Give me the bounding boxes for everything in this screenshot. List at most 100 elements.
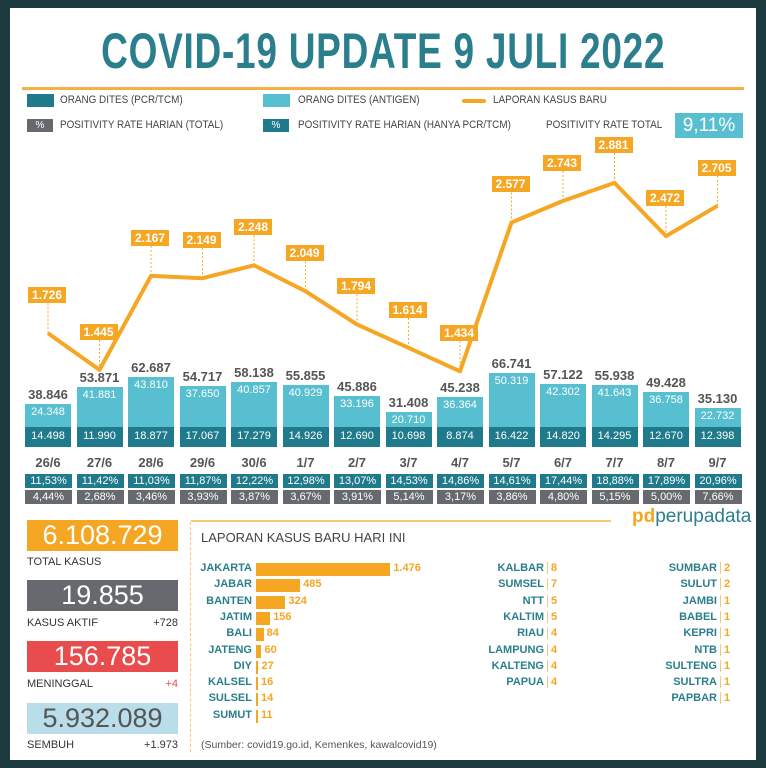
bar-pcr [231, 427, 277, 447]
province-name: SUMSEL [498, 578, 544, 591]
logo: pdperupadata [632, 506, 751, 528]
province-value: 1 [720, 643, 730, 656]
province-value: 2 [720, 578, 730, 591]
province-value: 27 [261, 659, 274, 672]
legend-pr-pcr-swatch: % [263, 119, 289, 132]
positivity-pcr: 14,86% [437, 474, 484, 488]
date-label: 8/7 [656, 455, 676, 470]
province-name: KALSEL [208, 676, 252, 689]
kasus-line [46, 180, 719, 374]
bar-total-label: 38.846 [28, 386, 68, 402]
bar-pcr-label: 12.690 [340, 430, 374, 442]
province-value: 324 [288, 594, 307, 607]
bar-antigen-label: 40.929 [288, 387, 323, 399]
positivity-pcr: 12,22% [231, 474, 278, 488]
province-name: JATIM [219, 610, 252, 623]
province-name: KEPRI [683, 627, 717, 640]
province-bar [256, 660, 259, 674]
line-value-label: 2.743 [543, 154, 582, 171]
date-label: 6/7 [553, 455, 573, 470]
positivity-pcr: 18,88% [591, 474, 639, 488]
sembuh-label: SEMBUH +1.973 [27, 739, 178, 751]
positivity-total: 7,66% [694, 490, 742, 504]
bar-pcr [437, 427, 483, 447]
positivity-total: 2,68% [76, 490, 124, 504]
bar-pcr [25, 427, 71, 447]
positivity-pcr: 12,98% [282, 474, 330, 488]
province-name: KALTENG [491, 659, 544, 672]
legend-antigen: ORANG DITES (ANTIGEN) [298, 94, 420, 106]
province-name: SULTENG [665, 659, 717, 672]
province-name: SUMUT [212, 708, 252, 721]
bar-pcr [334, 427, 380, 447]
positivity-pcr: 11,53% [25, 474, 72, 488]
bar-antigen-label: 41.881 [82, 389, 117, 402]
line-value-label: 1.614 [388, 301, 427, 318]
delta: +1.973 [144, 739, 178, 751]
province-value: 5 [547, 594, 557, 607]
province-value: 1 [720, 627, 730, 640]
total-kasus-label: TOTAL KASUS [27, 556, 178, 568]
line-value-label: 2.248 [234, 219, 273, 236]
divider [191, 520, 611, 522]
bar-pcr [282, 427, 329, 447]
positivity-pcr: 11,03% [128, 474, 175, 488]
date-label: 29/6 [189, 455, 216, 470]
bar-total-label: 45.238 [440, 379, 480, 395]
line-value-label: 2.167 [131, 229, 170, 246]
legend-pcr: ORANG DITES (PCR/TCM) [60, 94, 183, 106]
bar-pcr-label: 14.926 [288, 430, 323, 442]
bar-total-label: 55.855 [285, 368, 326, 383]
bar-pcr-label: 12.670 [649, 430, 683, 442]
province-name: RIAU [517, 627, 544, 640]
bar-antigen-label: 42.302 [546, 385, 580, 398]
line-value-label: 2.577 [491, 176, 530, 193]
bar-total-label: 55.938 [594, 367, 635, 383]
province-value: 1 [720, 676, 730, 689]
province-name: SULTRA [673, 676, 717, 689]
bar-antigen-label: 40.857 [237, 384, 271, 397]
label: KASUS AKTIF [27, 617, 98, 629]
bar-pcr-label: 12.398 [700, 430, 735, 442]
positivity-total: 3,46% [128, 490, 175, 504]
province-value: 1 [720, 610, 730, 623]
province-value: 485 [303, 578, 322, 591]
province-value: 7 [547, 578, 557, 591]
province-name: KALTIM [503, 610, 544, 623]
label: SEMBUH [27, 739, 75, 751]
province-value: 1 [720, 659, 730, 672]
line-value-label: 1.726 [28, 287, 67, 304]
positivity-total: 3,93% [179, 490, 227, 504]
bar-total-label: 31.408 [388, 395, 429, 411]
source-note: (Sumber: covid19.go.id, Kemenkes, kawalc… [201, 739, 437, 751]
bar-pcr [643, 427, 689, 447]
bar-total-label: 66.741 [491, 355, 532, 371]
page-title: COVID-19 UPDATE 9 JULI 2022 [0, 22, 766, 80]
positivity-total: 4,80% [540, 490, 587, 504]
bar-total-label: 45.886 [337, 379, 377, 395]
bar-pcr-label: 11.990 [83, 430, 116, 442]
bar-pcr [694, 427, 741, 447]
positivity-pcr: 17,89% [643, 474, 690, 488]
logo-text: perupadata [655, 506, 752, 527]
province-name: BABEL [679, 610, 717, 623]
positivity-total: 5,15% [591, 490, 639, 504]
bar-pcr-label: 17.279 [237, 430, 271, 442]
bar-total-label: 58.138 [234, 365, 274, 381]
date-label: 1/7 [296, 455, 315, 470]
bar-antigen-label: 33.196 [340, 398, 374, 411]
bar-pcr-label: 14.498 [31, 430, 65, 442]
province-bar [256, 628, 264, 642]
delta: +728 [153, 617, 178, 629]
bar-antigen-label: 36.364 [443, 398, 477, 411]
province-value: 1 [720, 692, 730, 705]
province-name: JATENG [208, 643, 252, 656]
provinces-title: LAPORAN KASUS BARU HARI INI [201, 530, 406, 545]
delta: +4 [165, 678, 178, 690]
meninggal-value: 156.785 [27, 641, 178, 672]
positivity-pcr: 11,42% [76, 474, 124, 488]
bar-pcr-label: 16.422 [494, 430, 529, 442]
date-label: 27/6 [86, 455, 113, 470]
line-value-label: 1.794 [337, 278, 376, 295]
positivity-total: 5,00% [643, 490, 690, 504]
